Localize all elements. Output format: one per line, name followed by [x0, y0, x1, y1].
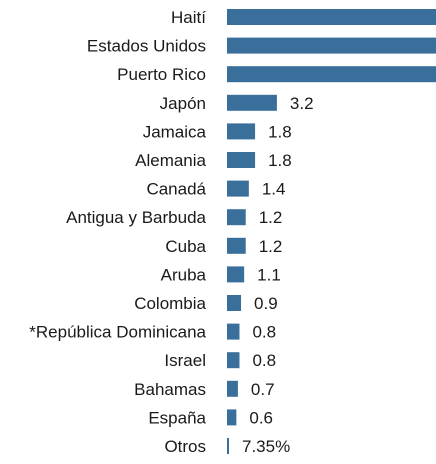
- category-label-israel: Israel: [164, 351, 206, 370]
- value-label-alemania: 1.8: [268, 151, 292, 170]
- bar-aruba: [227, 266, 245, 283]
- category-label-puerto-rico: Puerto Rico: [117, 65, 206, 84]
- value-label-republica-dominicana: 0.8: [252, 323, 276, 342]
- bar-alemania: [227, 152, 256, 168]
- category-label-estados-unidos: Estados Unidos: [87, 37, 206, 56]
- bar-jamaica: [227, 123, 256, 140]
- category-label-republica-dominicana: *República Dominicana: [29, 323, 206, 342]
- value-label-cuba: 1.2: [259, 237, 283, 256]
- bar-israel: [227, 352, 240, 369]
- value-label-espana: 0.6: [249, 408, 273, 427]
- category-label-aruba: Aruba: [161, 265, 207, 284]
- category-label-jamaica: Jamaica: [143, 122, 207, 141]
- category-labels: Haití Estados Unidos Puerto Rico Japón Jamai…: [29, 8, 206, 456]
- category-label-colombia: Colombia: [134, 294, 206, 313]
- value-label-jamaica: 1.8: [268, 122, 292, 141]
- bar-antigua-y-barbuda: [227, 209, 246, 226]
- value-label-antigua-y-barbuda: 1.2: [259, 208, 283, 227]
- bar-estados-unidos: [227, 37, 436, 54]
- bar-puerto-rico: [227, 66, 436, 83]
- bar-espana: [227, 409, 237, 426]
- bar-canada: [227, 180, 249, 197]
- value-label-japon: 3.2: [290, 94, 314, 113]
- bar-republica-dominicana: [227, 323, 240, 340]
- category-label-canada: Canadá: [146, 180, 206, 199]
- value-label-canada: 1.4: [262, 180, 286, 199]
- bar-colombia: [227, 295, 242, 311]
- category-label-cuba: Cuba: [165, 237, 206, 256]
- value-label-otros: 7.35%: [242, 437, 290, 456]
- value-label-bahamas: 0.7: [251, 380, 275, 399]
- bars-group: [227, 9, 436, 454]
- bar-japon: [227, 94, 277, 111]
- bar-otros: [227, 438, 229, 454]
- category-label-antigua-y-barbuda: Antigua y Barbuda: [66, 208, 206, 227]
- category-label-haiti: Haití: [171, 8, 206, 27]
- category-label-alemania: Alemania: [135, 151, 206, 170]
- bar-cuba: [227, 237, 246, 254]
- value-labels: 3.2 1.8 1.8 1.4 1.2 1.2 1.1 0.9 0.8 0.8 0.7 0.6 7.35…: [242, 94, 314, 456]
- value-label-aruba: 1.1: [257, 265, 281, 284]
- category-label-japon: Japón: [160, 94, 206, 113]
- category-label-otros: Otros: [164, 437, 206, 456]
- bar-haiti: [227, 9, 436, 25]
- value-label-israel: 0.8: [252, 351, 276, 370]
- category-label-espana: España: [148, 408, 206, 427]
- value-label-colombia: 0.9: [254, 294, 278, 313]
- category-label-bahamas: Bahamas: [134, 380, 206, 399]
- bar-bahamas: [227, 380, 238, 397]
